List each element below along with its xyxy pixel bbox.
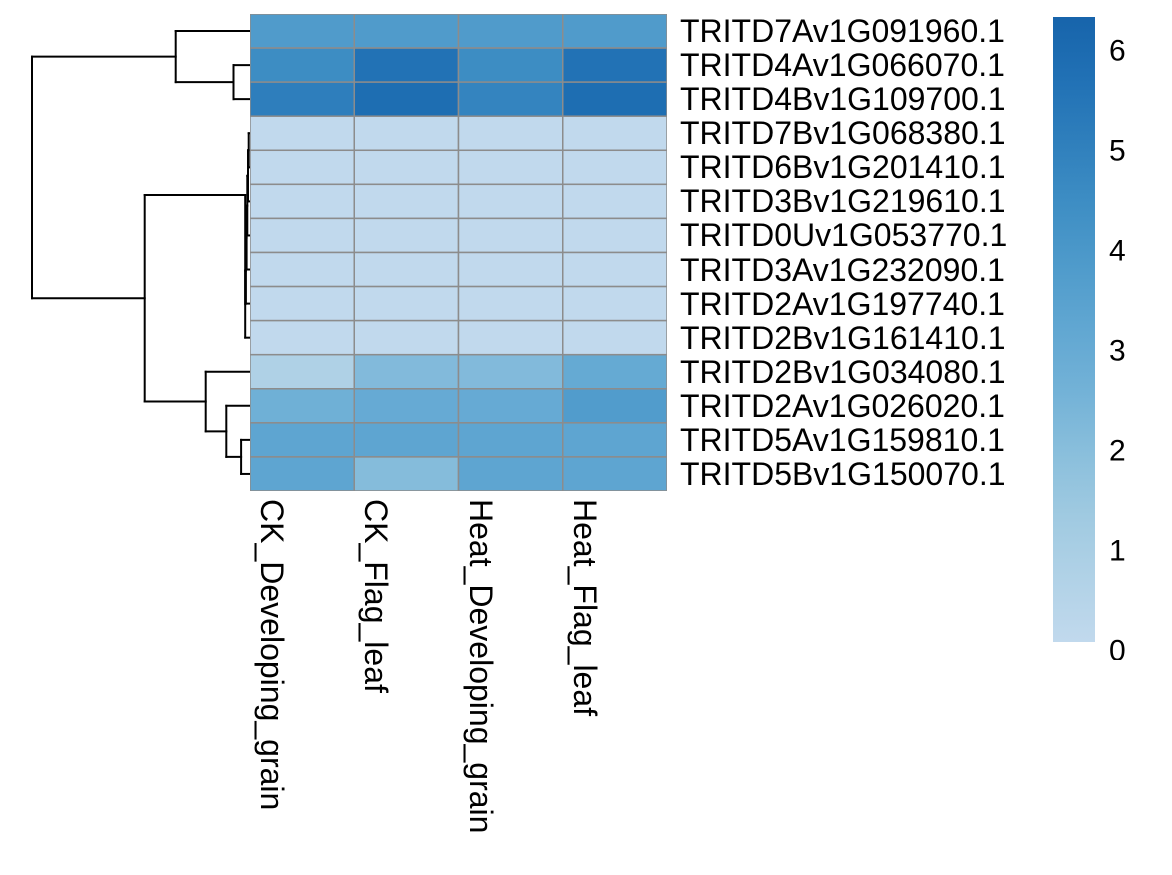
svg-text:4: 4 (1109, 235, 1126, 268)
svg-text:3: 3 (1109, 335, 1126, 368)
svg-text:5: 5 (1109, 135, 1126, 168)
svg-text:2: 2 (1109, 435, 1126, 468)
svg-text:6: 6 (1109, 35, 1126, 68)
svg-text:0: 0 (1109, 635, 1126, 660)
svg-text:1: 1 (1109, 535, 1126, 568)
